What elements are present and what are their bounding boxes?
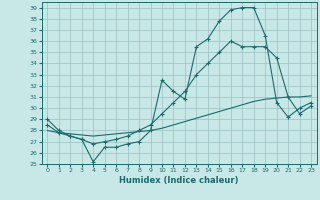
X-axis label: Humidex (Indice chaleur): Humidex (Indice chaleur) — [119, 176, 239, 185]
